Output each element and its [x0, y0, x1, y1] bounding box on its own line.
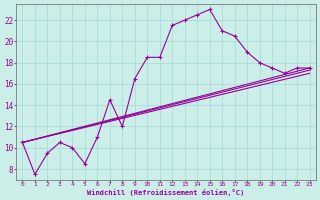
- X-axis label: Windchill (Refroidissement éolien,°C): Windchill (Refroidissement éolien,°C): [87, 189, 244, 196]
